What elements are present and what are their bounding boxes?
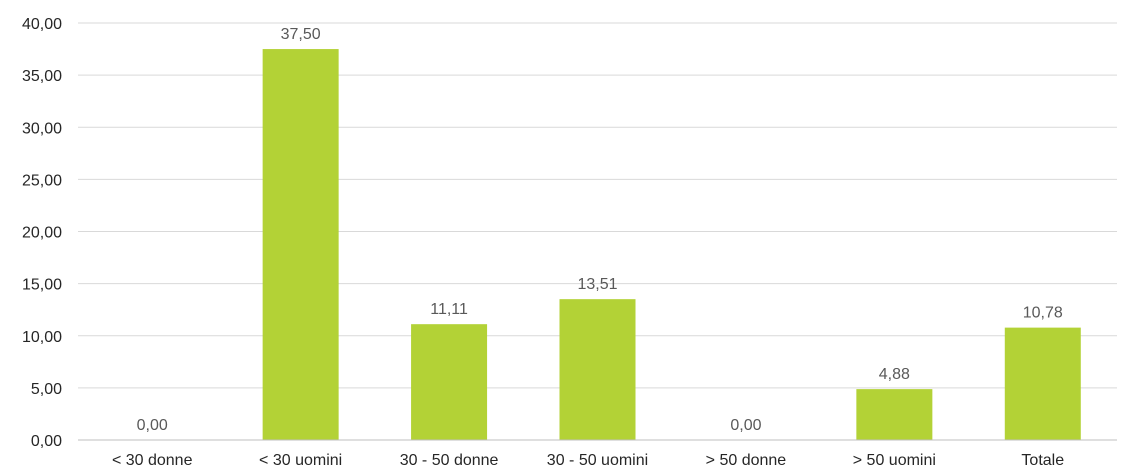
gridlines [78,22,1117,389]
y-tick-label: 30,00 [22,120,62,137]
data-label: 37,50 [281,26,321,43]
y-tick-label: 25,00 [22,172,62,189]
data-label: 13,51 [577,276,617,293]
bar [1004,327,1081,440]
x-tick-label: > 50 donne [706,452,787,469]
x-tick-label: Totale [1021,452,1064,469]
data-label: 10,78 [1023,305,1063,322]
bar [559,299,636,440]
bar [262,49,339,440]
y-tick-label: 0,00 [31,433,62,450]
x-tick-label: 30 - 50 uomini [547,452,648,469]
bar [411,324,488,440]
data-label: 0,00 [137,417,168,434]
data-labels: 0,00 37,50 11,11 13,51 0,00 4,88 10,78 [137,26,1063,434]
y-tick-label: 20,00 [22,225,62,242]
data-label: 4,88 [879,366,910,383]
y-tick-label: 10,00 [22,329,62,346]
data-label: 0,00 [730,417,761,434]
x-tick-label: 30 - 50 donne [400,452,499,469]
x-tick-label: < 30 uomini [259,452,342,469]
x-tick-label: < 30 donne [112,452,193,469]
y-tick-label: 5,00 [31,381,62,398]
bars [262,49,1081,440]
y-tick-label: 35,00 [22,68,62,85]
x-tick-label: > 50 uomini [853,452,936,469]
y-tick-label: 15,00 [22,277,62,294]
y-axis-tick-labels: 0,00 5,00 10,00 15,00 20,00 25,00 30,00 35,00 40… [22,16,62,450]
bar [856,389,933,440]
data-label: 11,11 [430,301,468,318]
y-tick-label: 40,00 [22,16,62,33]
x-axis-tick-labels: < 30 donne < 30 uomini 30 - 50 donne 30 - 5… [112,452,1064,469]
